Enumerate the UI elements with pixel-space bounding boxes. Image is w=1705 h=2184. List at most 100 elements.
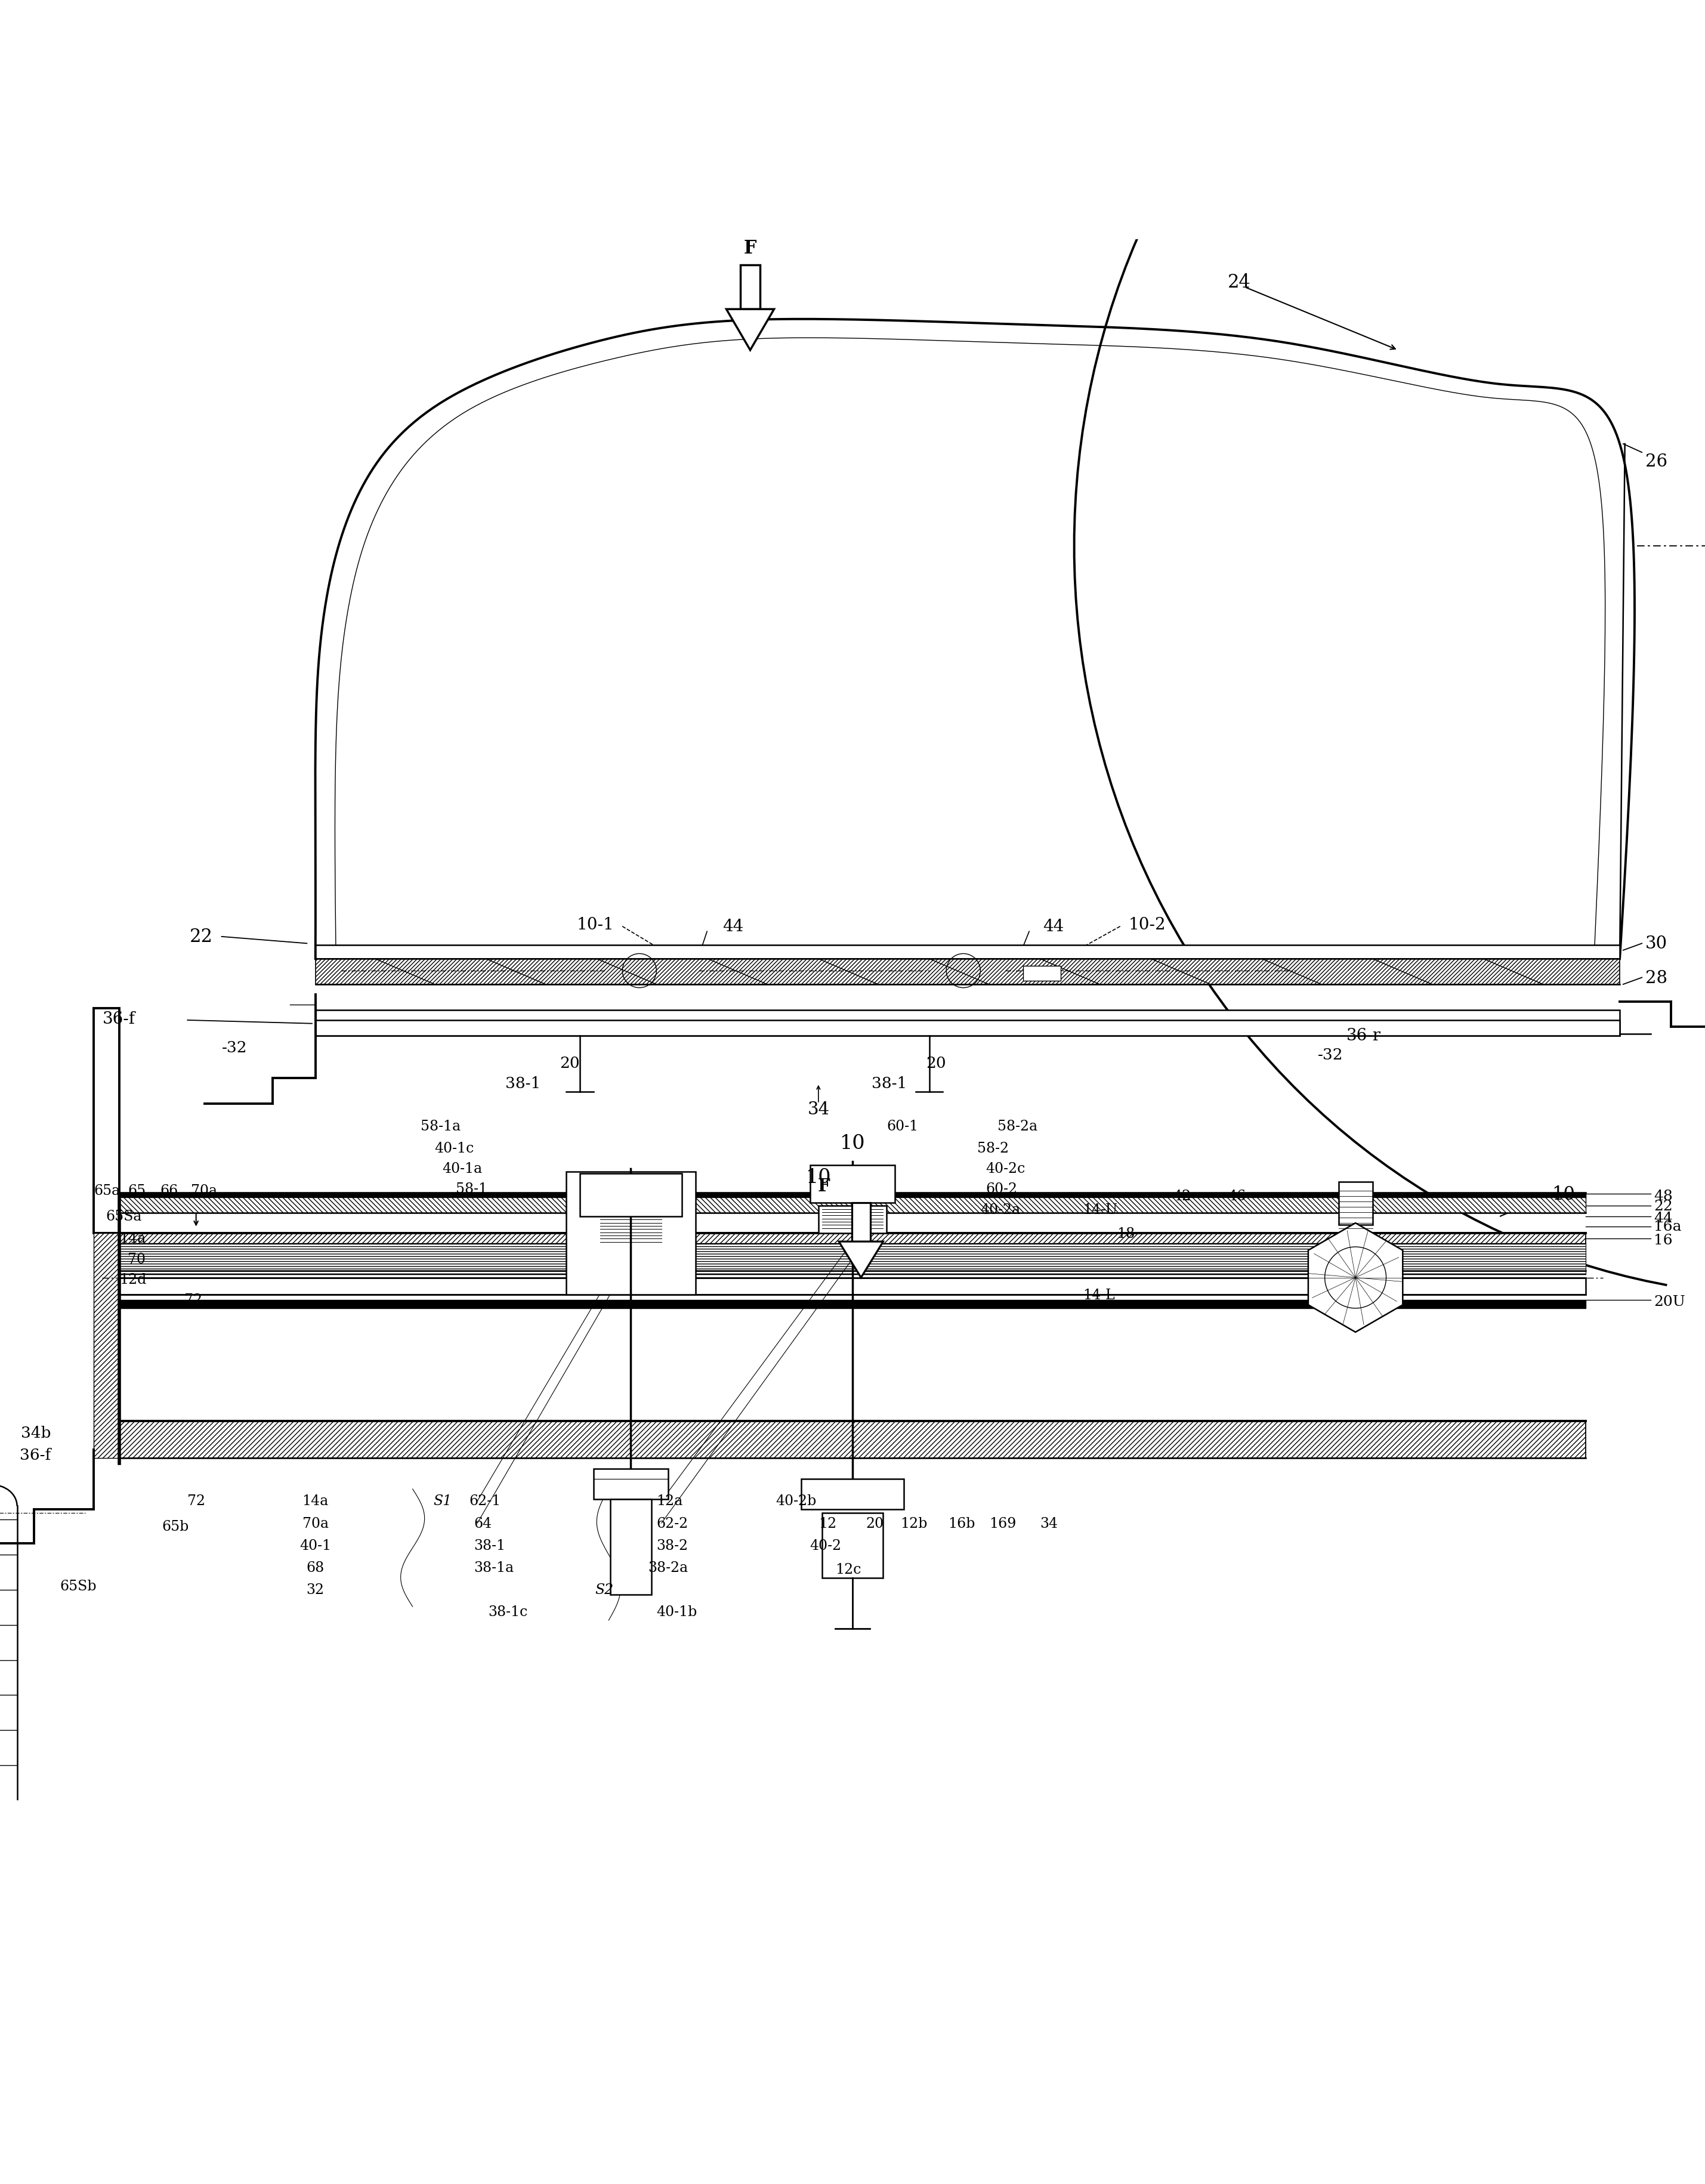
Polygon shape [839, 1243, 883, 1278]
Text: S2: S2 [595, 1583, 614, 1597]
Text: 24: 24 [1228, 273, 1251, 293]
Text: F: F [818, 1177, 830, 1195]
Text: 10: 10 [1552, 1186, 1575, 1203]
Text: 22: 22 [189, 928, 213, 946]
Polygon shape [740, 264, 760, 310]
Text: 36-r: 36-r [1347, 1029, 1381, 1044]
Text: 68: 68 [307, 1562, 324, 1575]
Bar [315, 1011, 1620, 1035]
Bar [566, 1173, 696, 1295]
Text: 12d: 12d [119, 1273, 147, 1286]
Text: 65Sa: 65Sa [106, 1210, 142, 1223]
Bar [593, 1468, 668, 1500]
Text: 65: 65 [128, 1184, 147, 1197]
Text: 46: 46 [1228, 1188, 1246, 1203]
Text: 40-2a: 40-2a [980, 1203, 1020, 1216]
Text: 26: 26 [1645, 452, 1667, 470]
Text: 12a: 12a [656, 1494, 682, 1507]
Text: 60-2: 60-2 [985, 1182, 1018, 1197]
Bar [315, 946, 1620, 959]
Bar [119, 1192, 1586, 1212]
Text: 16a: 16a [1654, 1221, 1681, 1234]
Text: 62-2: 62-2 [656, 1516, 689, 1531]
Text: 62-1: 62-1 [469, 1494, 501, 1507]
Text: 38-2a: 38-2a [648, 1562, 687, 1575]
Text: 36-f: 36-f [102, 1011, 135, 1026]
Text: 38-2: 38-2 [656, 1538, 689, 1553]
Bar [580, 1173, 682, 1216]
Text: 40-2c: 40-2c [985, 1162, 1025, 1175]
Text: 58-1: 58-1 [455, 1182, 488, 1197]
Text: 18: 18 [1117, 1227, 1136, 1241]
Text: 65b: 65b [162, 1520, 189, 1533]
Text: 48: 48 [1654, 1188, 1673, 1203]
Text: 12c: 12c [835, 1562, 861, 1577]
Bar [119, 1422, 1586, 1459]
Text: 34: 34 [808, 1101, 829, 1118]
Text: 16b: 16b [948, 1516, 975, 1531]
Text: S1: S1 [433, 1494, 452, 1507]
Text: 14-U: 14-U [1083, 1203, 1117, 1216]
Text: 44: 44 [1043, 919, 1064, 935]
Bar [818, 1206, 887, 1234]
Text: 40-1: 40-1 [300, 1538, 331, 1553]
Text: 66: 66 [160, 1184, 179, 1197]
Bar [810, 1166, 895, 1203]
Text: 38-1: 38-1 [474, 1538, 506, 1553]
Text: 38-1a: 38-1a [474, 1562, 513, 1575]
Bar [119, 1278, 1586, 1295]
Text: 44: 44 [723, 919, 743, 935]
Text: 72: 72 [184, 1293, 203, 1306]
Text: 10-1: 10-1 [576, 917, 614, 933]
Bar [801, 1479, 904, 1509]
Text: 10-2: 10-2 [1129, 917, 1166, 933]
Text: 34: 34 [1040, 1516, 1059, 1531]
Text: -32: -32 [1318, 1046, 1344, 1061]
Text: 40-2b: 40-2b [776, 1494, 817, 1507]
Bar [94, 1234, 119, 1459]
Text: 34b: 34b [20, 1426, 51, 1441]
Text: 16: 16 [1654, 1234, 1673, 1247]
Text: 44: 44 [1654, 1212, 1673, 1225]
Bar [94, 1009, 119, 1234]
Text: -32: -32 [222, 1040, 247, 1055]
Text: 40-1a: 40-1a [443, 1162, 483, 1175]
Bar [1338, 1182, 1373, 1225]
Text: 20: 20 [926, 1055, 946, 1070]
Text: 10: 10 [806, 1168, 830, 1186]
Text: F: F [743, 238, 757, 258]
Bar [119, 1234, 1586, 1271]
Text: 40-1b: 40-1b [656, 1605, 697, 1618]
Bar [315, 959, 1620, 985]
Text: 58-2: 58-2 [977, 1142, 1009, 1155]
Text: 38-1: 38-1 [505, 1077, 540, 1092]
Text: 20: 20 [866, 1516, 885, 1531]
Text: 20U: 20U [1654, 1295, 1685, 1308]
Text: 32: 32 [307, 1583, 324, 1597]
Bar [822, 1514, 883, 1577]
Text: 14a: 14a [119, 1232, 145, 1245]
Text: 70: 70 [128, 1251, 145, 1267]
Bar [1023, 965, 1061, 981]
Text: 22: 22 [1654, 1199, 1673, 1212]
Text: 72: 72 [188, 1494, 206, 1507]
Text: 65Sb: 65Sb [60, 1579, 97, 1592]
Text: 65a: 65a [94, 1184, 119, 1197]
Text: 28: 28 [1645, 970, 1667, 987]
Text: 70a: 70a [302, 1516, 329, 1531]
Text: 38-1c: 38-1c [488, 1605, 529, 1618]
Bar [610, 1500, 651, 1594]
Bar [315, 1020, 1620, 1035]
Text: 36-f: 36-f [20, 1448, 51, 1463]
Text: 14a: 14a [302, 1494, 329, 1507]
Bar [119, 1243, 1586, 1275]
Text: 30: 30 [1645, 935, 1667, 952]
Text: 60-1: 60-1 [887, 1118, 919, 1133]
Text: 10: 10 [841, 1133, 864, 1153]
Text: 12: 12 [818, 1516, 837, 1531]
Text: 169: 169 [989, 1516, 1016, 1531]
Text: 20: 20 [559, 1055, 580, 1070]
Polygon shape [852, 1203, 870, 1243]
Text: 58-2a: 58-2a [997, 1118, 1037, 1133]
Text: 40-1c: 40-1c [435, 1142, 474, 1155]
